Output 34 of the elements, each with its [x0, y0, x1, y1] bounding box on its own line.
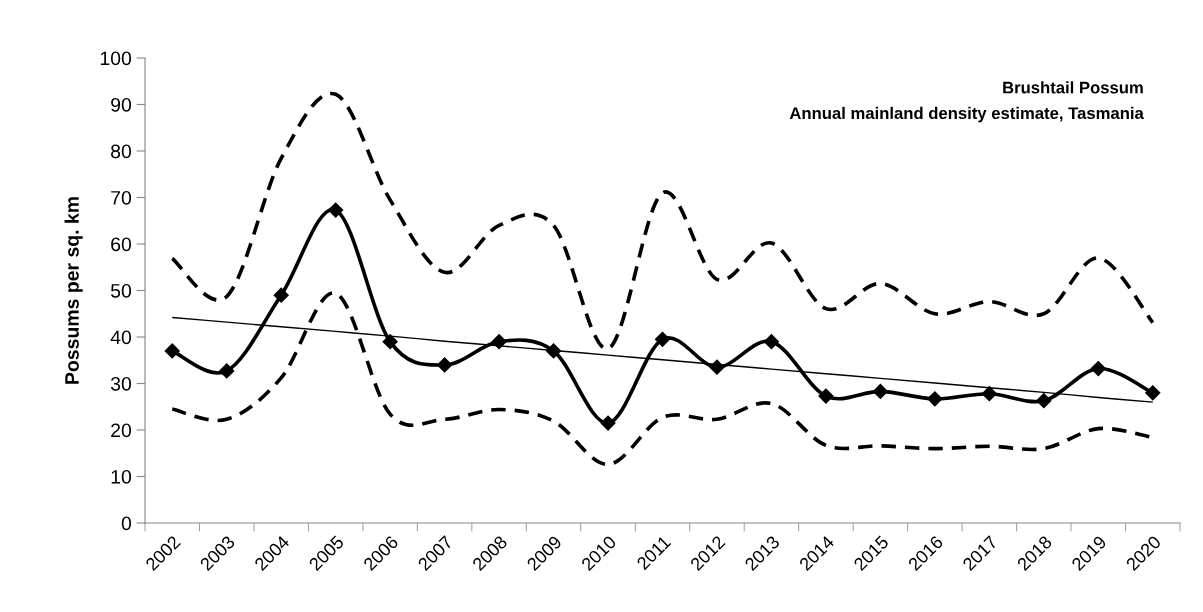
y-axis-title: Possums per sq. km: [64, 197, 83, 384]
y-tick-label: 10: [111, 469, 132, 484]
point: [1145, 385, 1161, 401]
point: [927, 391, 943, 407]
point: [654, 331, 671, 347]
point: [382, 334, 398, 350]
y-tick-label: 30: [110, 376, 132, 391]
point: [328, 202, 344, 218]
point: [1090, 361, 1106, 377]
point: [1036, 393, 1052, 409]
y-tick-label: 100: [100, 51, 132, 66]
text: Brushtail Possum: [1003, 81, 1143, 94]
y-tick-label: 60: [111, 237, 132, 252]
y-tick-label: 40: [110, 330, 132, 345]
point: [491, 334, 507, 350]
point: [872, 383, 888, 399]
y-tick-label: 90: [111, 97, 132, 112]
y-tick-label: 50: [110, 283, 132, 298]
y-tick-label: 70: [111, 190, 132, 205]
text: Annual mainland density estimate, Tasmania: [789, 106, 1144, 123]
point: [818, 388, 834, 404]
point: [600, 415, 616, 431]
y-tick-label: 0: [121, 516, 132, 531]
point: [219, 363, 235, 379]
point: [437, 357, 453, 373]
point: [981, 386, 997, 402]
y-tick-label: 80: [111, 144, 132, 159]
point: [763, 334, 780, 350]
point: [545, 343, 562, 359]
point: [273, 287, 289, 303]
line-series: [170, 92, 1155, 351]
point: [709, 359, 725, 375]
y-tick-label: 20: [111, 423, 132, 438]
point: [164, 343, 180, 359]
